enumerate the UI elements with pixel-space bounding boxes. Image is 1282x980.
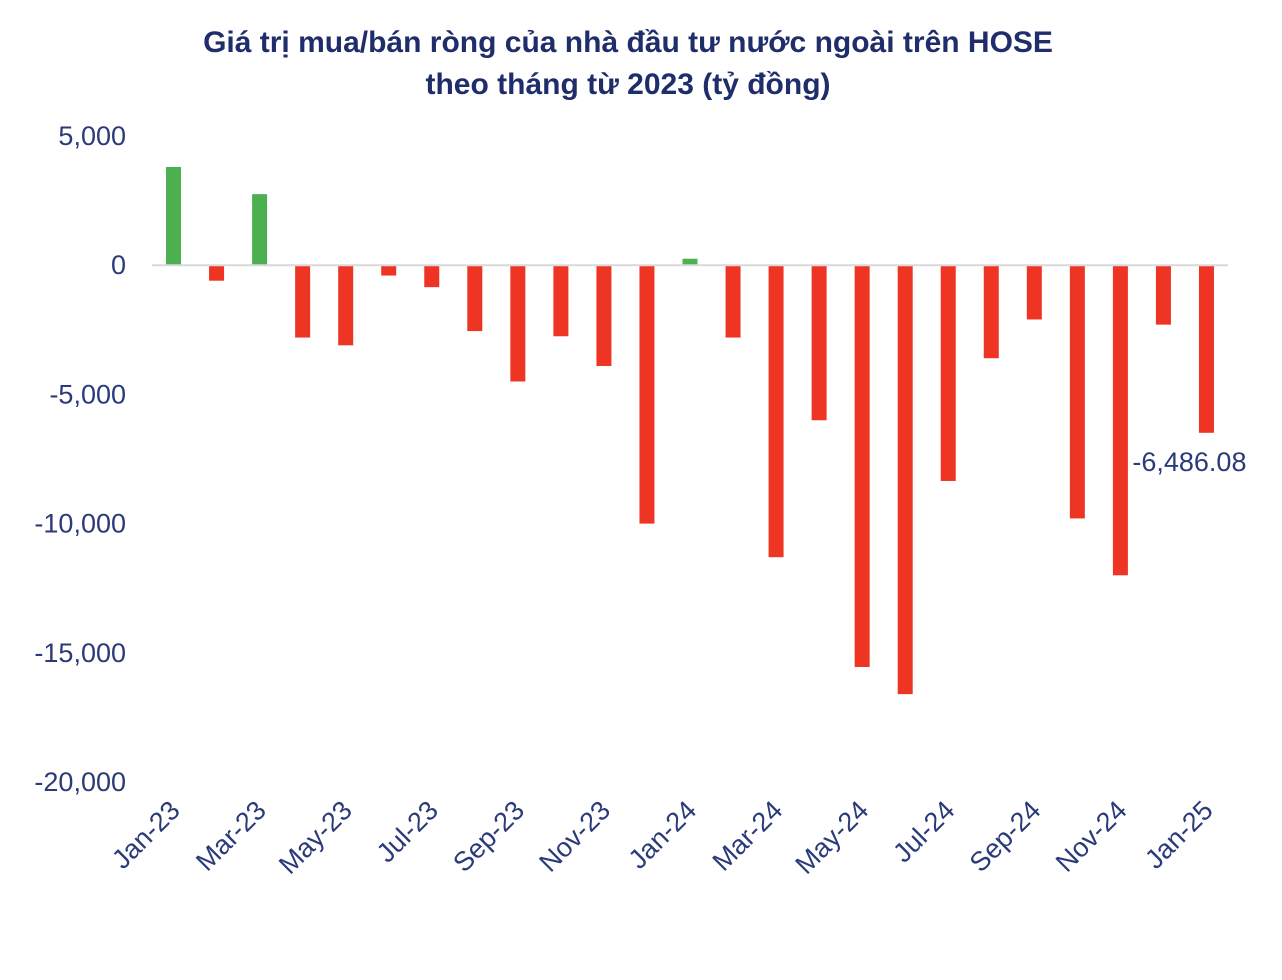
bar-apr-24 <box>811 265 827 421</box>
chart-title-line-1: Giá trị mua/bán ròng của nhà đầu tư nước… <box>203 26 1053 59</box>
y-axis-labels: 5,000 0 -5,000 -10,000 -15,000 -20,000 <box>34 121 126 797</box>
data-labels: -6,486.08 <box>1132 447 1246 477</box>
x-tick-label-jul-23: Jul-23 <box>371 795 444 868</box>
bar-oct-24 <box>1069 265 1085 519</box>
bar-may-23 <box>338 265 354 346</box>
x-tick-label-sep-24: Sep-24 <box>964 795 1047 878</box>
bar-may-24 <box>854 265 870 668</box>
data-label-jan-25: -6,486.08 <box>1132 447 1246 477</box>
chart-title-line-2: theo tháng từ 2023 (tỷ đồng) <box>425 68 831 101</box>
x-tick-label-jan-25: Jan-25 <box>1139 795 1219 875</box>
y-tick-label-0: 0 <box>111 250 126 280</box>
bar-nov-23 <box>596 265 612 366</box>
y-tick-label-20-000: -20,000 <box>34 767 126 797</box>
y-tick-label-5-000: 5,000 <box>58 121 126 151</box>
x-tick-label-may-23: May-23 <box>273 795 358 880</box>
x-tick-label-jan-23: Jan-23 <box>106 795 186 875</box>
bar-nov-24 <box>1112 265 1128 576</box>
x-tick-label-sep-23: Sep-23 <box>447 795 530 878</box>
x-tick-label-jan-24: Jan-24 <box>623 795 703 875</box>
bars <box>166 167 1214 695</box>
y-tick-label-15-000: -15,000 <box>34 638 126 668</box>
bar-feb-24 <box>725 265 741 338</box>
x-axis-labels: Jan-23 Mar-23 May-23 Jul-23 Sep-23 Nov-23 Jan-… <box>106 795 1219 880</box>
bar-jan-23 <box>166 167 182 266</box>
chart-title: Giá trị mua/bán ròng của nhà đầu tư nước… <box>0 22 1256 106</box>
bar-jun-24 <box>897 265 913 695</box>
x-tick-label-mar-24: Mar-24 <box>707 795 789 877</box>
bar-jan-24 <box>682 258 698 266</box>
x-tick-label-jul-24: Jul-24 <box>887 795 960 868</box>
x-tick-label-mar-23: Mar-23 <box>190 795 272 877</box>
x-tick-label-may-24: May-24 <box>790 795 875 880</box>
bar-jan-25 <box>1198 265 1214 433</box>
y-tick-label-10-000: -10,000 <box>34 509 126 539</box>
bar-jul-24 <box>940 265 956 481</box>
bar-jul-23 <box>424 265 440 288</box>
bar-oct-23 <box>553 265 569 337</box>
x-tick-label-nov-23: Nov-23 <box>533 795 616 878</box>
bar-jun-23 <box>381 265 397 276</box>
x-tick-label-nov-24: Nov-24 <box>1050 795 1133 878</box>
bar-sep-23 <box>510 265 526 382</box>
bar-dec-23 <box>639 265 655 524</box>
bar-aug-23 <box>467 265 483 332</box>
bar-sep-24 <box>1026 265 1042 320</box>
y-tick-label-5-000: -5,000 <box>49 379 126 409</box>
bar-dec-24 <box>1155 265 1171 325</box>
bar-mar-24 <box>768 265 784 558</box>
bar-apr-23 <box>295 265 311 338</box>
bar-feb-23 <box>209 265 225 281</box>
bar-aug-24 <box>983 265 999 359</box>
bar-mar-23 <box>252 194 268 266</box>
